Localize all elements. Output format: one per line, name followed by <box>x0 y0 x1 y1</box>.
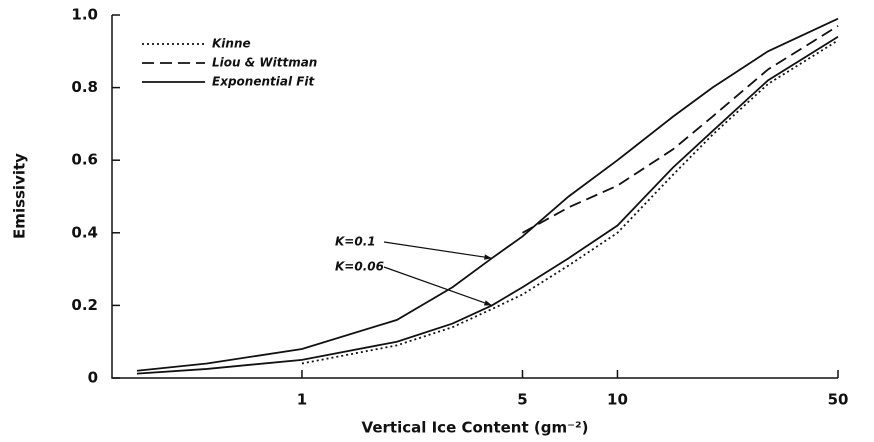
legend-label: Exponential Fit <box>212 75 316 89</box>
legend-label: Liou & Wittman <box>212 56 317 70</box>
x-tick-label: 1 <box>297 391 307 409</box>
y-tick-label: 0.8 <box>71 78 98 96</box>
x-tick-label: 5 <box>517 391 527 409</box>
x-tick-label: 10 <box>607 391 628 409</box>
line-series <box>136 36 839 375</box>
annotation: K=0.1 <box>335 235 376 249</box>
y-tick-label: 0.6 <box>71 151 98 169</box>
y-tick-label: 1.0 <box>71 6 98 24</box>
annotation: K=0.06 <box>335 260 384 274</box>
y-tick-label: 0.4 <box>71 223 98 241</box>
arrow-head <box>484 254 492 260</box>
x-tick-label: 50 <box>828 391 849 409</box>
y-axis-label: Emissivity <box>11 153 29 239</box>
line-series <box>136 17 839 372</box>
y-tick-label: 0 <box>88 369 98 387</box>
y-tick-label: 0.2 <box>71 296 98 314</box>
line-series <box>301 39 839 365</box>
line-series <box>522 25 839 234</box>
arrow-head <box>483 300 492 306</box>
legend-label: Kinne <box>212 37 251 51</box>
annotation-arrow <box>383 241 493 259</box>
x-axis-label: Vertical Ice Content (gm⁻²) <box>362 419 589 437</box>
annotation-arrow <box>383 266 493 306</box>
